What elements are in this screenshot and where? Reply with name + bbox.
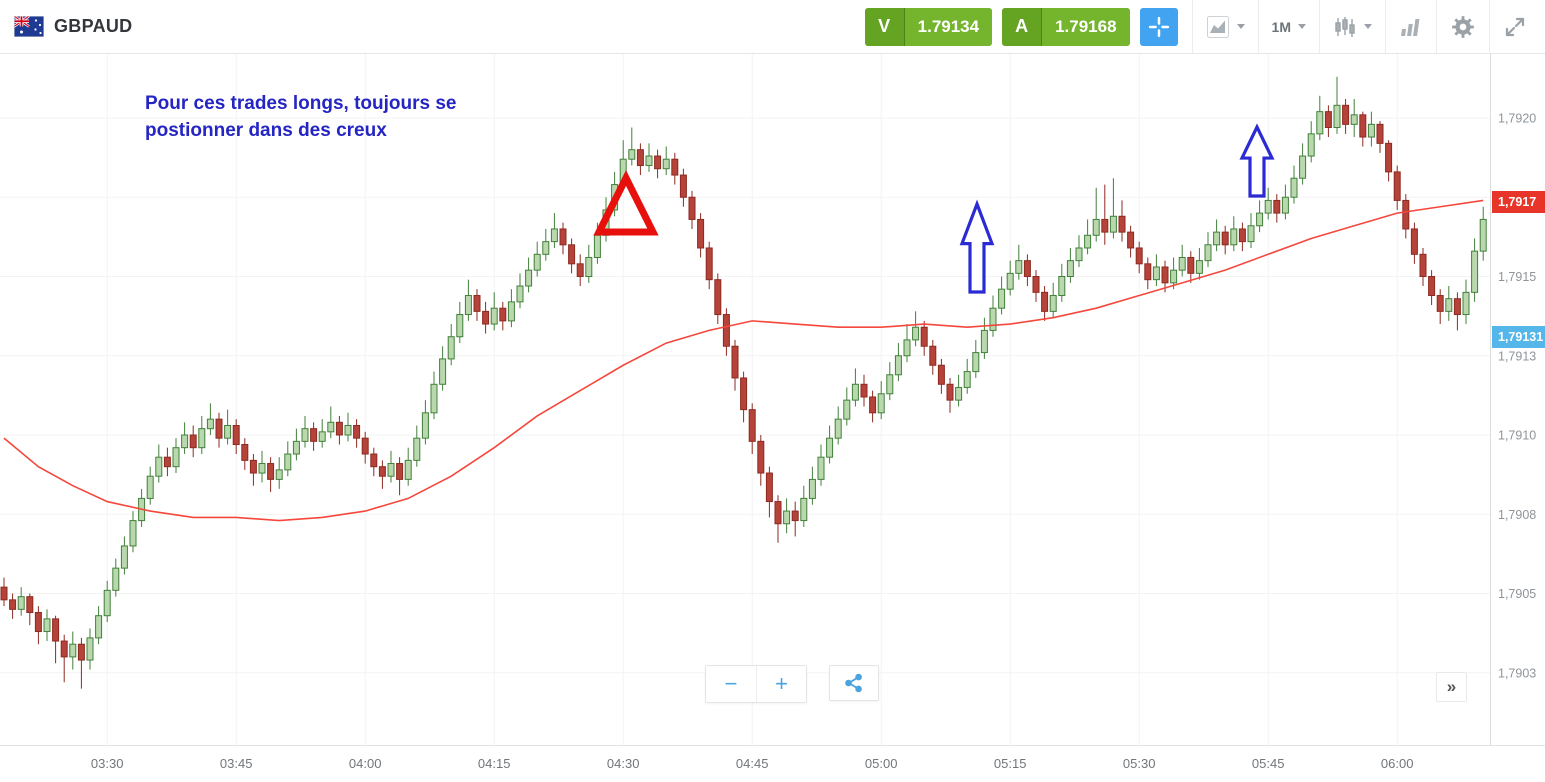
time-axis-label: 04:30: [606, 756, 640, 771]
crosshair-button[interactable]: [1139, 7, 1178, 46]
last-price-badge: 1,79131: [1492, 325, 1545, 348]
gear-icon: [1452, 15, 1474, 38]
time-axis-label: 06:00: [1380, 756, 1414, 771]
header-divider: [1489, 0, 1490, 54]
chart-type-icon: [1206, 15, 1229, 38]
time-axis-label: 05:45: [1251, 756, 1285, 771]
svg-text:1,7905: 1,7905: [1498, 587, 1536, 601]
time-axis-label: 05:30: [1122, 756, 1156, 771]
timeframe-label: 1M: [1271, 18, 1291, 35]
svg-text:1,7915: 1,7915: [1498, 270, 1536, 284]
chart-area: 1,7920 1,7917 1,7915 1,7913 1,7910 1,7908 1,79…: [0, 54, 1545, 745]
time-axis-label: 04:45: [735, 756, 769, 771]
instrument-flag-icon: [14, 16, 44, 37]
chart-annotation-note: Pour ces trades longs, toujours se posti…: [145, 90, 456, 144]
header-divider: [1436, 0, 1437, 54]
zoom-in-button[interactable]: +: [756, 666, 806, 702]
buy-button[interactable]: A 1.79168: [1002, 7, 1130, 46]
header-divider: [1385, 0, 1386, 54]
svg-text:1,7908: 1,7908: [1498, 508, 1536, 522]
settings-button[interactable]: [1437, 0, 1489, 54]
share-icon: [845, 673, 862, 693]
fullscreen-button[interactable]: [1490, 0, 1545, 54]
chart-canvas[interactable]: 1,7920 1,7917 1,7915 1,7913 1,7910 1,7908 1,79…: [0, 54, 1545, 745]
svg-text:1,7910: 1,7910: [1498, 429, 1536, 443]
indicators-icon: [1335, 16, 1355, 37]
header-divider: [1257, 0, 1259, 54]
expand-icon: [1505, 17, 1525, 36]
sell-letter: V: [864, 7, 905, 46]
time-axis-label: 05:00: [864, 756, 898, 771]
buy-letter: A: [1002, 7, 1043, 46]
time-axis-label: 03:30: [90, 756, 124, 771]
top-toolbar: GBPAUD V 1.79134 A 1.79168: [0, 0, 1545, 54]
collapse-panel-button[interactable]: »: [1436, 672, 1467, 702]
chevron-down-icon: [1364, 24, 1372, 29]
timeframe-dropdown[interactable]: 1M: [1259, 0, 1319, 54]
chevron-down-icon: [1298, 24, 1306, 29]
zoom-out-button[interactable]: −: [706, 666, 756, 702]
sell-price: 1.79134: [904, 7, 993, 46]
time-axis-label: 04:00: [348, 756, 382, 771]
sell-button[interactable]: V 1.79134: [864, 7, 993, 46]
time-axis: 03:30 03:45 04:00 04:15 04:30 04:45 05:00 05:15…: [0, 745, 1545, 782]
zoom-controls: − +: [705, 665, 879, 703]
svg-text:1,7920: 1,7920: [1498, 112, 1536, 126]
time-axis-label: 04:15: [477, 756, 511, 771]
chart-type-dropdown[interactable]: [1193, 0, 1258, 54]
time-axis-label: 05:15: [993, 756, 1027, 771]
svg-text:1,7913: 1,7913: [1498, 349, 1536, 363]
crosshair-icon: [1148, 16, 1169, 37]
header-divider: [1191, 0, 1193, 54]
indicators-dropdown[interactable]: [1320, 0, 1385, 54]
share-button[interactable]: [829, 665, 879, 701]
chevron-down-icon: [1236, 24, 1245, 29]
buy-price: 1.79168: [1042, 7, 1130, 46]
svg-text:1,7903: 1,7903: [1498, 666, 1536, 680]
instrument-header: GBPAUD: [14, 16, 132, 37]
time-axis-label: 03:45: [219, 756, 253, 771]
signals-button[interactable]: [1386, 0, 1436, 54]
note-line-1: Pour ces trades longs, toujours se: [145, 93, 457, 114]
signal-icon: [1401, 18, 1420, 36]
ma-price-badge: 1,7917: [1492, 191, 1545, 213]
header-divider: [1319, 0, 1320, 54]
instrument-symbol: GBPAUD: [54, 16, 133, 36]
note-line-2: postionner dans des creux: [145, 120, 387, 141]
